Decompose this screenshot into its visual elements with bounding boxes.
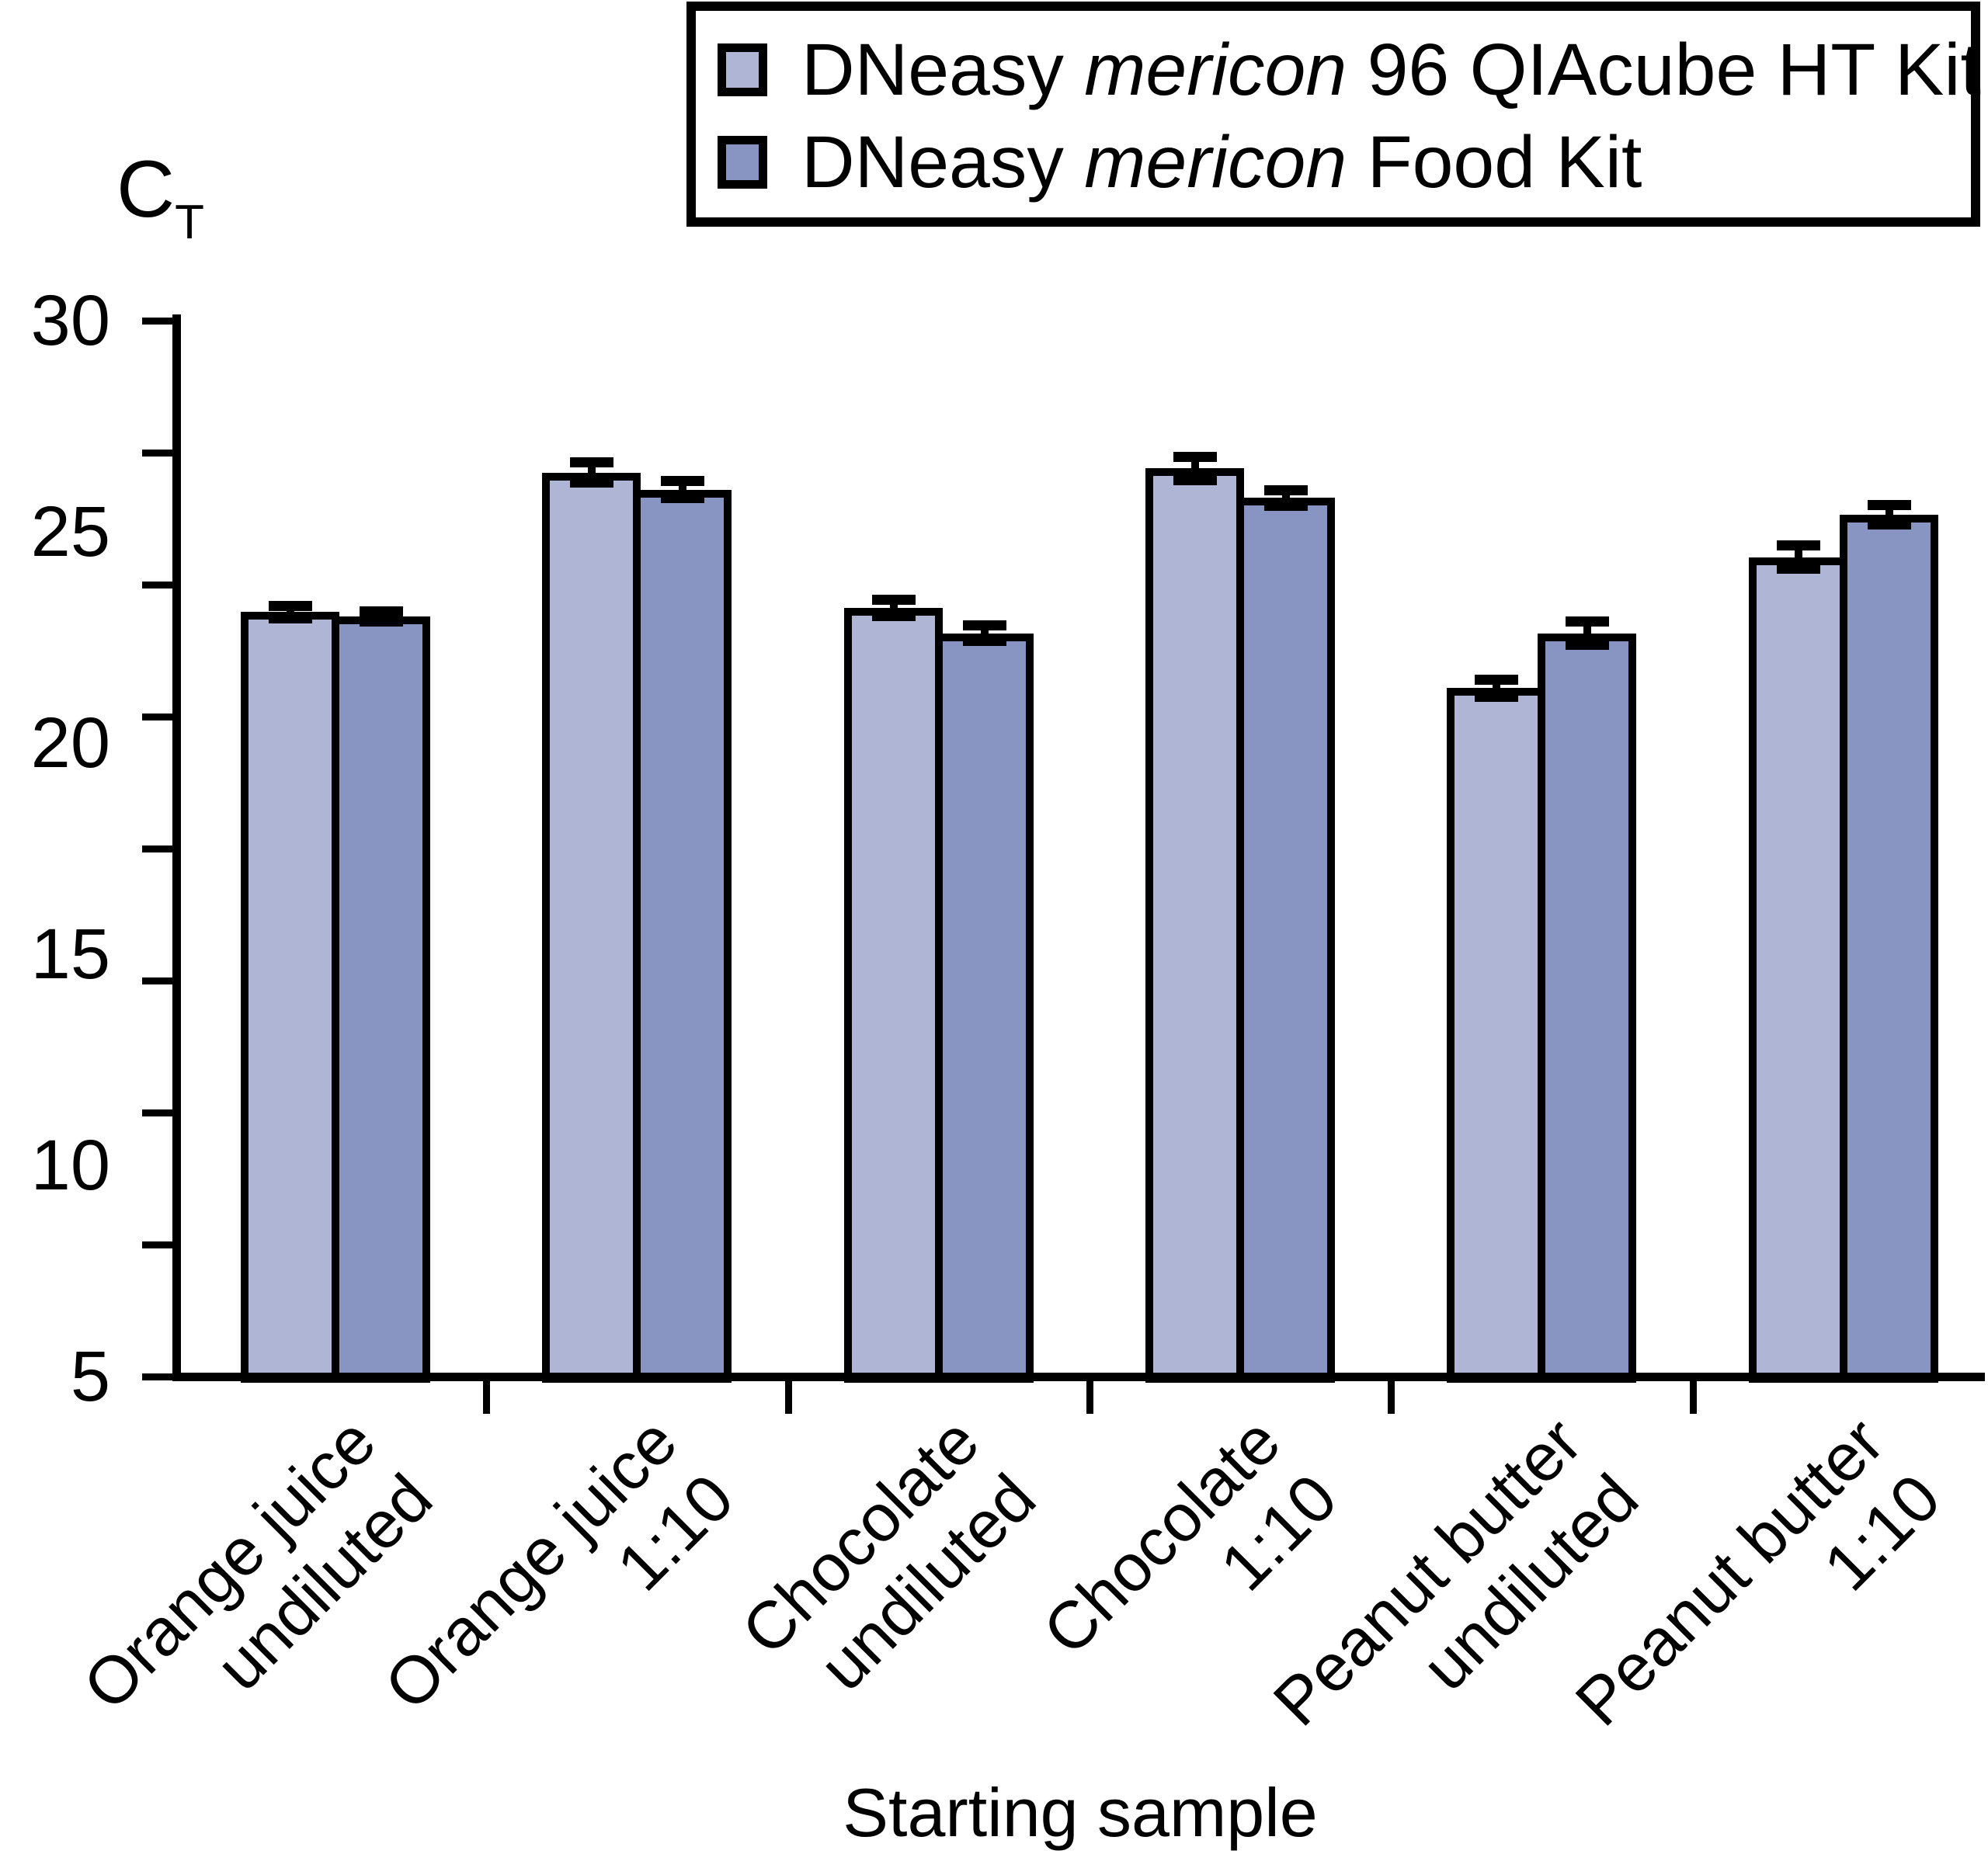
bar-qiacube-ht-kit [241,612,339,1383]
error-bar-whisker [678,481,686,498]
y-axis-tick [142,714,176,720]
error-bar-cap-bottom [569,477,613,488]
error-bar-cap-bottom [1867,519,1911,530]
bar-food-kit [1840,515,1938,1383]
y-axis-tick-label: 25 [30,492,110,571]
x-axis-tick [1086,1381,1093,1414]
bar-food-kit [633,489,732,1383]
error-bar-whisker [889,599,898,616]
error-bar-cap-top [871,594,916,605]
y-axis-tick [142,977,176,984]
error-bar-cap-bottom [359,616,403,627]
legend-item-qiacube-ht-kit: DNeasy mericon 96 QIAcube HT Kit [718,23,1981,116]
error-bar-cap-top [660,476,704,487]
y-axis-tick [142,1373,176,1380]
error-bar-cap-bottom [268,613,312,624]
error-bar-cap-top [1867,500,1911,511]
error-bar-whisker [286,606,294,619]
error-bar-cap-top [359,606,403,616]
bar-qiacube-ht-kit [844,607,943,1383]
y-axis-line [172,314,181,1381]
y-axis-tick-label: 30 [30,281,110,360]
x-axis-tick [483,1381,490,1414]
x-axis-tick [1388,1381,1395,1414]
error-bar-whisker [377,611,385,622]
y-axis-tick-label: 20 [30,703,110,783]
legend-swatch-qiacube-ht-kit [718,43,767,96]
bar-food-kit [935,633,1034,1383]
bar-qiacube-ht-kit [1145,468,1244,1383]
error-bar-cap-bottom [1263,500,1308,511]
legend-swatch-food-kit [718,135,767,189]
bar-qiacube-ht-kit [1749,557,1847,1383]
error-bar-cap-bottom [660,492,704,503]
error-bar-cap-bottom [1173,475,1217,486]
error-bar-cap-top [1474,674,1518,685]
y-axis-tick-label: 15 [30,915,110,994]
error-bar-cap-bottom [1565,640,1609,651]
error-bar-cap-top [1565,616,1609,627]
error-bar-whisker [1885,505,1893,525]
error-bar-whisker [587,462,596,483]
x-axis-line [172,1373,1985,1381]
error-bar-whisker [1794,545,1802,569]
x-axis-title: Starting sample [843,1774,1318,1851]
error-bar-cap-top [962,620,1006,631]
legend: DNeasy mericon 96 QIAcube HT Kit DNeasy … [686,2,1981,227]
y-axis-tick [142,318,176,325]
y-axis-title: CT [116,149,204,247]
error-bar-cap-bottom [1776,564,1820,575]
error-bar-cap-top [268,600,312,611]
legend-label-qiacube-ht-kit: DNeasy mericon 96 QIAcube HT Kit [801,28,1981,111]
bar-food-kit [332,616,430,1383]
legend-label-food-kit: DNeasy mericon Food Kit [801,120,1642,203]
bar-qiacube-ht-kit [1447,688,1545,1383]
y-axis-title-main: C [116,144,176,234]
error-bar-cap-bottom [1474,691,1518,702]
x-axis-tick [1689,1381,1697,1414]
error-bar-cap-top [569,457,613,468]
y-axis-tick [142,1241,176,1248]
error-bar-cap-bottom [962,635,1006,646]
y-axis-tick [142,450,176,457]
y-axis-tick [142,582,176,589]
error-bar-cap-bottom [871,611,916,622]
legend-item-food-kit: DNeasy mericon Food Kit [718,116,1971,208]
error-bar-cap-top [1776,540,1820,550]
x-axis-tick [784,1381,792,1414]
error-bar-whisker [980,625,989,641]
y-axis-title-subscript: T [175,196,204,249]
bar-food-kit [1538,633,1636,1383]
y-axis-tick-label: 10 [30,1126,110,1205]
y-axis-tick-label: 5 [70,1337,110,1416]
error-bar-whisker [1492,679,1500,697]
error-bar-cap-top [1263,485,1308,496]
bar-qiacube-ht-kit [542,472,641,1383]
error-bar-whisker [1281,490,1290,506]
error-bar-cap-top [1173,451,1217,462]
y-axis-tick [142,1109,176,1116]
error-bar-whisker [1583,621,1591,645]
bar-food-kit [1236,498,1335,1383]
y-axis-tick [142,845,176,852]
error-bar-whisker [1190,457,1199,481]
